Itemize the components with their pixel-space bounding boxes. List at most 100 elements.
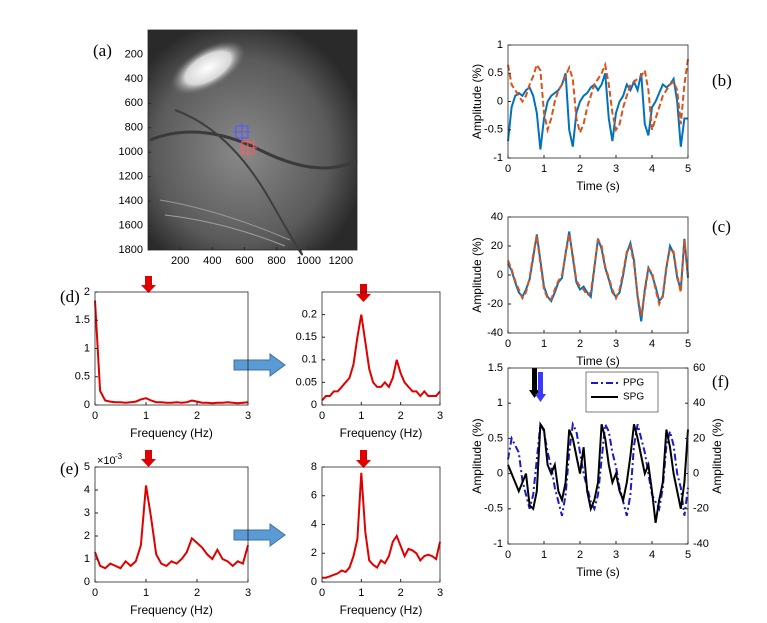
x-tick-label: 2 — [577, 549, 583, 561]
data-line — [321, 314, 441, 402]
multiplier: ×10 — [97, 455, 116, 467]
x-tick-label: 3 — [437, 587, 443, 599]
panel-label: (d) — [60, 287, 80, 306]
x-tick-label: 0 — [505, 338, 511, 350]
x-axis-label: Time (s) — [576, 565, 620, 579]
y-tick-label: 1200 — [119, 171, 143, 183]
y-tick-label: 1.5 — [488, 362, 503, 374]
axes-box — [321, 291, 441, 406]
y-tick-label: 2 — [84, 286, 90, 298]
x-tick-label: 2 — [194, 587, 200, 599]
y-tick-label: 2 — [84, 530, 90, 542]
x-tick-label: 1 — [358, 410, 364, 422]
x-tick-label: 5 — [685, 338, 691, 350]
x-tick-label: 4 — [649, 163, 655, 175]
panel-label: (e) — [60, 459, 79, 478]
x-tick-label: 1 — [541, 163, 547, 175]
x-tick-label: 2 — [398, 587, 404, 599]
y-tick-label: 1 — [84, 553, 90, 565]
axes-box — [94, 466, 249, 583]
y-tick-label: -1 — [493, 152, 503, 164]
y-tick-label: 20 — [491, 240, 503, 252]
annotations — [141, 276, 546, 547]
x-axis-label: Frequency (Hz) — [340, 426, 423, 440]
x-tick-label: 5 — [685, 549, 691, 561]
data-line — [507, 72, 688, 150]
x-axis-label: Frequency (Hz) — [340, 603, 423, 617]
y-tick-label: 1 — [497, 39, 503, 51]
y-tick-label: -40 — [487, 327, 503, 339]
x-tick-label: 0 — [92, 587, 98, 599]
y-tick-label: -1 — [493, 538, 503, 550]
y-tick-label: 4 — [311, 518, 317, 530]
y-tick-label: 0.2 — [302, 309, 317, 321]
x-tick-label: 0 — [505, 163, 511, 175]
x-tick-label: 0 — [505, 549, 511, 561]
y-tick-label: 0 — [497, 269, 503, 281]
x-tick-label: 1000 — [297, 255, 321, 267]
skin-image — [148, 30, 358, 256]
x-tick-label: 200 — [171, 255, 189, 267]
x-tick-label: 5 — [685, 163, 691, 175]
x-tick-label: 4 — [649, 549, 655, 561]
x-tick-label: 1 — [358, 587, 364, 599]
x-tick-label: 3 — [613, 549, 619, 561]
x-axis-label: Frequency (Hz) — [130, 426, 213, 440]
x-tick-label: 800 — [267, 255, 285, 267]
x-tick-label: 0 — [92, 410, 98, 422]
y-tick-label: 0.5 — [75, 371, 90, 383]
x-tick-label: 1 — [541, 338, 547, 350]
roi-marker — [232, 122, 251, 141]
x-axis-label: Time (s) — [576, 179, 620, 193]
y-tick-label: 1 — [497, 397, 503, 409]
y-tick-label: 0 — [84, 576, 90, 588]
x-tick-label: 3 — [613, 163, 619, 175]
y-tick-label: -0.5 — [484, 124, 503, 136]
y2-tick-label: 20 — [693, 432, 705, 444]
y-tick-label: 200 — [125, 48, 143, 60]
legend-box — [585, 371, 659, 413]
y-axis-label: Amplitude (%) — [470, 237, 484, 312]
legend-label: SPG — [623, 392, 644, 403]
y-tick-label: 0 — [84, 399, 90, 411]
roi-marker — [238, 138, 257, 157]
y-tick-label: 40 — [491, 211, 503, 223]
multiplier-exponent: -3 — [115, 452, 123, 461]
y-tick-label: 800 — [125, 122, 143, 134]
axes-box — [147, 29, 358, 251]
y2-tick-label: 40 — [693, 397, 705, 409]
y-tick-label: 0.5 — [488, 432, 503, 444]
axes-box — [507, 216, 689, 334]
y-tick-label: 1 — [84, 342, 90, 354]
x-axis-label: Frequency (Hz) — [130, 603, 213, 617]
y-tick-label: 0 — [497, 95, 503, 107]
x-tick-label: 1 — [143, 587, 149, 599]
y-tick-label: 1600 — [119, 219, 143, 231]
y-tick-label: 0.15 — [296, 331, 317, 343]
x-tick-label: 2 — [577, 338, 583, 350]
y-tick-label: 1.5 — [75, 314, 90, 326]
legend-label: PPG — [623, 378, 644, 389]
x-tick-label: 600 — [235, 255, 253, 267]
axes-box — [507, 367, 689, 545]
x-tick-label: 0 — [319, 587, 325, 599]
x-tick-label: 1 — [541, 549, 547, 561]
axes-box — [94, 291, 249, 406]
data-line — [94, 300, 249, 405]
y-tick-label: 3 — [84, 507, 90, 519]
y2-tick-label: -40 — [693, 538, 709, 550]
y-tick-label: 4 — [84, 484, 90, 496]
x-tick-label: 2 — [577, 163, 583, 175]
x-axis-label: Time (s) — [576, 354, 620, 368]
x-tick-label: 2 — [398, 410, 404, 422]
y2-axis-label: Amplitude (%) — [710, 418, 724, 493]
x-tick-label: 3 — [437, 410, 443, 422]
y-tick-label: 1000 — [119, 146, 143, 158]
panel-label: (c) — [712, 217, 731, 236]
y2-tick-label: 60 — [693, 362, 705, 374]
y-tick-label: 0.05 — [296, 376, 317, 388]
data-line — [94, 485, 249, 570]
panel-label: (f) — [712, 372, 729, 391]
x-tick-label: 1200 — [329, 255, 353, 267]
